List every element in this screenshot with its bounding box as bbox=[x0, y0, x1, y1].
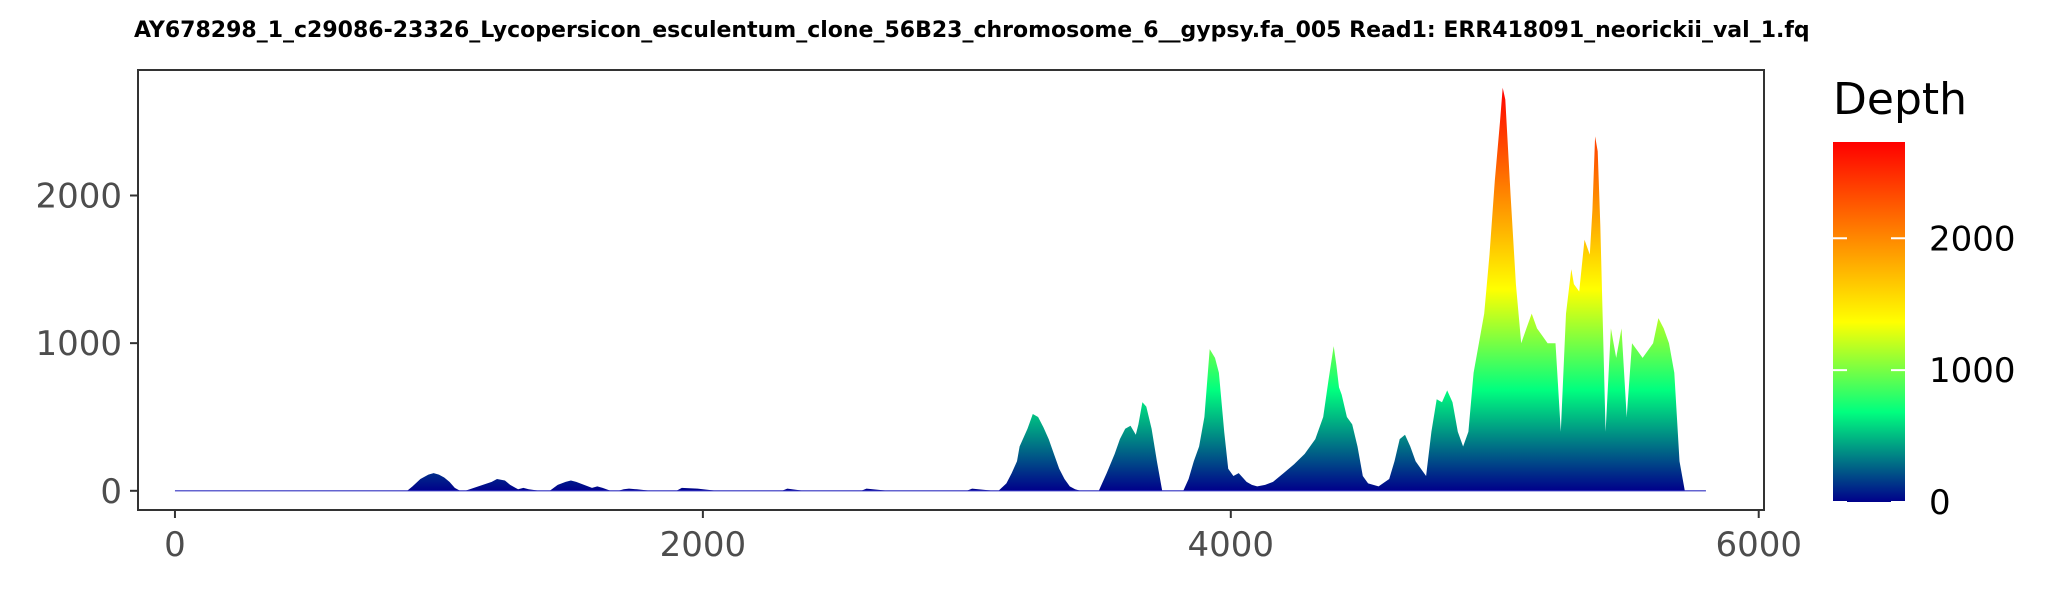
legend-ticks: 0 1000 2000 bbox=[1833, 219, 2016, 523]
legend-colorbar bbox=[1833, 142, 1905, 502]
chart-title: AY678298_1_c29086-23326_Lycopersicon_esc… bbox=[134, 18, 1810, 43]
x-axis: 0 2000 4000 6000 bbox=[164, 510, 1802, 565]
legend-tick-label: 1000 bbox=[1929, 351, 2016, 391]
legend: Depth 0 1000 2000 bbox=[1833, 74, 2016, 523]
x-tick-label: 4000 bbox=[1188, 525, 1275, 565]
y-axis: 0 1000 2000 bbox=[35, 177, 138, 512]
y-tick-label: 1000 bbox=[35, 324, 122, 364]
legend-tick-label: 2000 bbox=[1929, 219, 2016, 259]
legend-title: Depth bbox=[1833, 74, 1967, 125]
legend-tick-label: 0 bbox=[1929, 483, 1951, 523]
y-tick-label: 0 bbox=[100, 472, 122, 512]
x-tick-label: 2000 bbox=[660, 525, 747, 565]
x-tick-label: 6000 bbox=[1715, 525, 1802, 565]
depth-area-series bbox=[175, 87, 1706, 491]
x-tick-label: 0 bbox=[164, 525, 186, 565]
area-series-group bbox=[174, 87, 1706, 492]
y-tick-label: 2000 bbox=[35, 177, 122, 217]
